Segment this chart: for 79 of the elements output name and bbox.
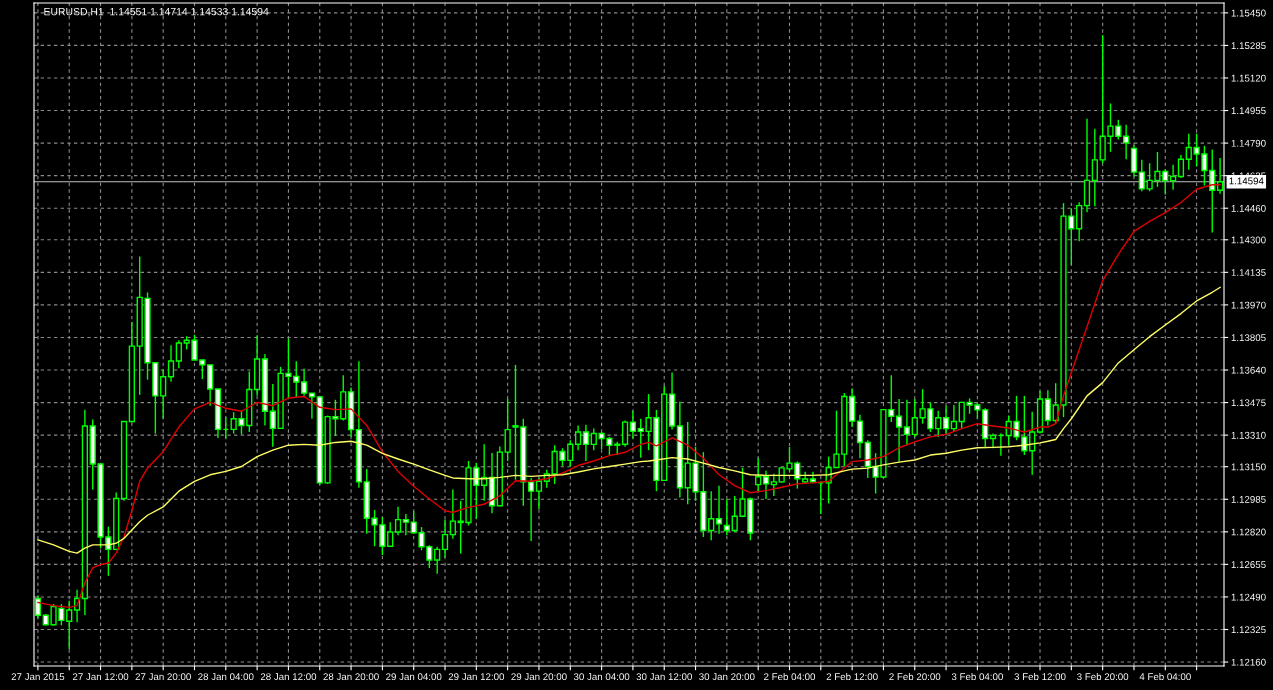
candlestick (1044, 389, 1051, 427)
candlestick (1123, 124, 1130, 160)
x-tick-label: 29 Jan 04:00 (386, 673, 442, 681)
y-tick-label: 1.14135 (1231, 269, 1266, 276)
candlestick (629, 409, 637, 440)
y-tick-label: 1.13970 (1231, 301, 1266, 309)
x-tick-label: 28 Jan 20:00 (323, 673, 379, 681)
y-tick-label: 1.13475 (1231, 399, 1266, 407)
y-tick-label: 1.12160 (1231, 658, 1266, 666)
candlestick (574, 424, 582, 451)
y-tick-label: 1.13805 (1231, 334, 1266, 342)
candlestick (449, 488, 456, 540)
candlestick (308, 392, 316, 420)
candlestick (441, 518, 449, 559)
candlestick (1177, 154, 1185, 179)
x-tick-label: 30 Jan 04:00 (573, 673, 630, 681)
x-tick-label: 30 Jan 20:00 (699, 673, 755, 681)
candlestick (504, 398, 511, 462)
candlestick (903, 399, 911, 446)
y-tick-label: 1.14790 (1231, 139, 1266, 147)
y-tick-label: 1.14460 (1231, 204, 1266, 212)
candlestick (715, 484, 723, 535)
candlestick (708, 490, 715, 542)
candlestick (755, 457, 762, 492)
y-tick-label: 1.15285 (1231, 42, 1266, 50)
y-tick-label: 1.12820 (1231, 528, 1266, 536)
candlestick (394, 506, 402, 537)
candlestick (300, 368, 308, 397)
y-tick-label: 1.13640 (1231, 366, 1266, 374)
candlestick (160, 368, 167, 420)
candlestick (895, 398, 903, 463)
candlestick (770, 473, 777, 497)
candlestick (1130, 144, 1138, 178)
x-tick-label: 2 Feb 04:00 (764, 672, 816, 681)
y-tick-label: 1.15120 (1231, 74, 1266, 82)
x-tick-label: 4 Feb 04:00 (1139, 672, 1191, 681)
y-tick-label: 1.12490 (1231, 593, 1266, 601)
x-tick-label: 29 Jan 20:00 (511, 673, 567, 681)
candlestick (942, 405, 950, 437)
candlestick (723, 498, 730, 537)
candlestick (167, 344, 175, 383)
x-tick-label: 30 Jan 12:00 (636, 673, 692, 681)
x-tick-label: 27 Jan 2015 (11, 673, 65, 681)
y-tick-label: 1.14955 (1231, 107, 1266, 115)
x-tick-label: 27 Jan 20:00 (135, 673, 191, 681)
chart-title: EURUSD,H1 1.14551 1.14714 1.14533 1.14594 (44, 7, 269, 17)
x-tick-label: 29 Jan 12:00 (448, 673, 505, 681)
x-tick-label: 3 Feb 04:00 (951, 672, 1003, 681)
x-tick-label: 3 Feb 20:00 (1077, 672, 1129, 681)
candlestick (402, 513, 409, 537)
line-series (37, 286, 1221, 554)
candlestick (856, 414, 864, 459)
candlestick (1169, 164, 1177, 191)
y-tick-label: 1.12325 (1231, 626, 1266, 634)
x-tick-label: 2 Feb 20:00 (889, 672, 941, 681)
candlestick (762, 470, 770, 500)
ref-line-label: 1.14594 (1229, 177, 1264, 185)
x-tick-label: 27 Jan 12:00 (72, 673, 129, 681)
x-tick-label: 2 Feb 12:00 (826, 672, 878, 681)
candlestick (535, 477, 543, 510)
x-tick-label: 3 Feb 12:00 (1014, 672, 1066, 681)
candlestick (434, 546, 441, 575)
y-tick-label: 1.15450 (1231, 9, 1266, 17)
candlestick (1138, 159, 1145, 192)
y-tick-label: 1.12655 (1231, 561, 1266, 568)
candlestick (621, 419, 629, 448)
candlestick (950, 404, 958, 433)
candlestick (175, 339, 182, 369)
candlestick (582, 423, 590, 462)
y-tick-label: 1.12985 (1231, 496, 1266, 503)
y-tick-label: 1.14300 (1231, 236, 1266, 244)
y-tick-label: 1.13310 (1231, 431, 1266, 439)
x-tick-label: 28 Jan 04:00 (198, 673, 254, 681)
candlestick (1029, 410, 1036, 476)
y-tick-label: 1.13150 (1231, 463, 1266, 471)
x-tick-label: 28 Jan 12:00 (260, 673, 317, 681)
candlestick (1091, 127, 1098, 207)
candlestick (1076, 201, 1083, 242)
candlestick (528, 477, 535, 542)
